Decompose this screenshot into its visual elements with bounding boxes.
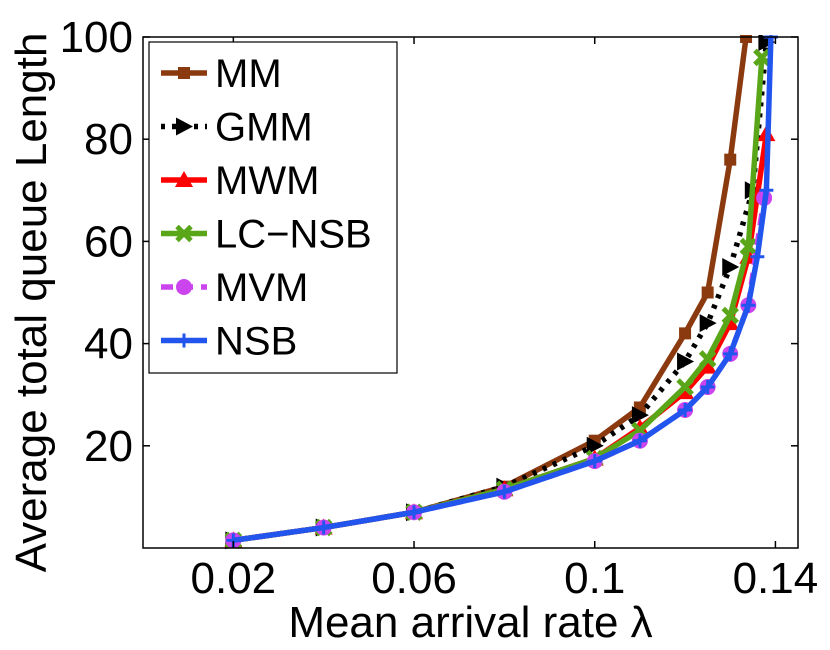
- legend-box: [148, 41, 398, 374]
- plot-frame: [142, 36, 799, 549]
- data-point-gmm: [758, 35, 776, 52]
- data-point-lc-nsb: [721, 306, 740, 325]
- legend-label-mvm: MVM: [215, 266, 308, 310]
- legend-label-gmm: GMM: [215, 106, 313, 150]
- x-axis-label: Mean arrival rate λ: [288, 598, 652, 647]
- axis-ticks: 0.02 0.06 0.1 0.14 20 40 60 80 100: [60, 13, 819, 603]
- data-point-nsb: [750, 249, 765, 264]
- x-tick-label: 0.06: [371, 554, 457, 603]
- data-point-gmm: [699, 314, 717, 333]
- legend-marker-mwm: [175, 171, 193, 187]
- series-nsb: [226, 35, 778, 548]
- legend-marker-lc-nsb: [175, 224, 193, 243]
- y-tick-label: 20: [84, 422, 133, 471]
- y-tick-label: 80: [84, 115, 133, 164]
- data-point-lc-nsb: [753, 48, 771, 67]
- data-point-lc-nsb: [739, 237, 758, 256]
- legend-marker-mvm: [176, 279, 192, 295]
- data-point-mm: [679, 327, 692, 340]
- x-tick-label: 0.02: [191, 554, 277, 603]
- data-point-nsb: [632, 433, 647, 448]
- data-point-mm: [701, 286, 714, 299]
- y-tick-label: 60: [84, 217, 133, 266]
- data-point-mwm: [698, 357, 717, 374]
- data-point-nsb: [700, 380, 715, 395]
- data-point-nsb: [587, 454, 602, 469]
- legend-label-nsb: NSB: [215, 320, 297, 364]
- x-tick-label: 0.1: [564, 554, 625, 603]
- data-point-lc-nsb: [676, 378, 694, 396]
- data-point-nsb: [678, 403, 693, 418]
- data-point-lc-nsb: [698, 350, 717, 368]
- data-point-gmm: [586, 436, 604, 455]
- y-tick-label: 100: [60, 13, 133, 62]
- y-tick-label: 40: [84, 320, 133, 369]
- legend-label-mwm: MWM: [215, 159, 319, 203]
- data-point-nsb: [316, 520, 331, 535]
- legend: MM GMM MWM LC−NSB MVM NSB: [148, 41, 398, 374]
- data-point-nsb: [759, 183, 774, 198]
- data-point-mm: [740, 35, 753, 43]
- data-point-mm: [724, 153, 737, 166]
- data-point-nsb: [741, 298, 756, 313]
- y-axis-label: Average total queue Length: [7, 33, 56, 573]
- legend-marker-mm: [178, 67, 190, 79]
- data-point-gmm: [722, 257, 740, 276]
- legend-marker-nsb: [177, 333, 191, 348]
- data-point-nsb: [723, 346, 738, 361]
- data-point-nsb: [497, 484, 512, 499]
- legend-label-mm: MM: [215, 52, 282, 96]
- data-point-nsb: [407, 505, 422, 520]
- series-group: [224, 35, 778, 550]
- data-point-gmm: [631, 406, 649, 425]
- x-tick-label: 0.14: [733, 554, 819, 603]
- data-point-gmm: [677, 352, 695, 371]
- legend-marker-gmm: [176, 117, 193, 136]
- legend-label-lc-nsb: LC−NSB: [215, 213, 372, 257]
